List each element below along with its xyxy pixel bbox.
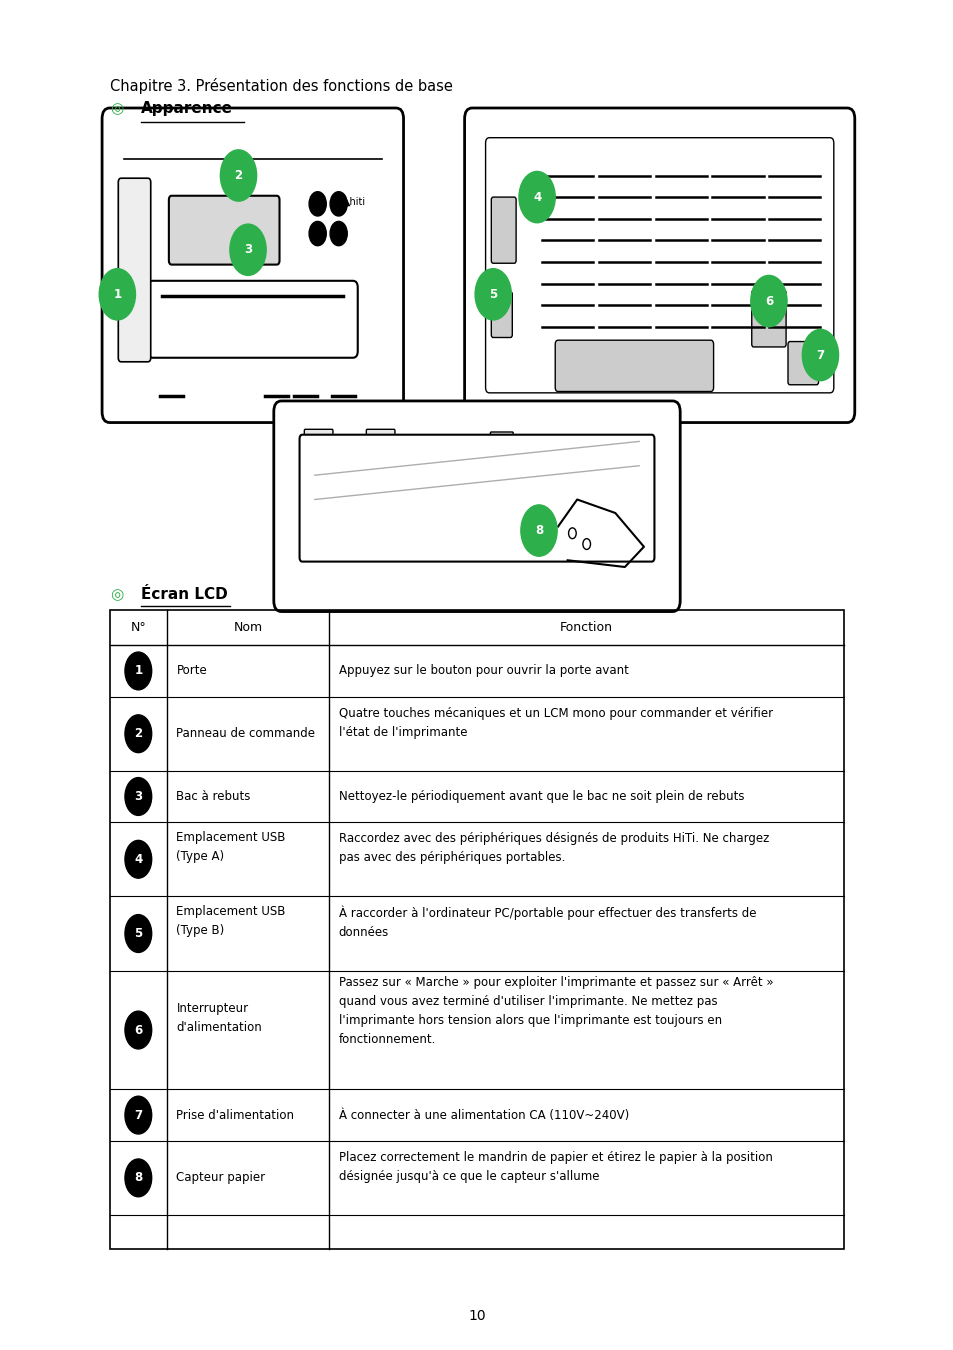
Text: 8: 8 (535, 524, 542, 537)
Circle shape (125, 1011, 152, 1049)
Circle shape (750, 275, 786, 327)
Text: 4: 4 (134, 853, 142, 865)
FancyBboxPatch shape (787, 342, 818, 385)
Text: Panneau de commande: Panneau de commande (176, 728, 315, 740)
Text: 7: 7 (134, 1108, 142, 1122)
Text: 5: 5 (134, 927, 142, 940)
FancyBboxPatch shape (118, 178, 151, 362)
Circle shape (220, 150, 256, 201)
Text: 6: 6 (764, 294, 772, 308)
Text: ▲hiti: ▲hiti (343, 197, 366, 207)
Circle shape (309, 192, 326, 216)
Text: N°: N° (131, 621, 146, 634)
FancyBboxPatch shape (148, 281, 357, 358)
Text: Bac à rebuts: Bac à rebuts (176, 790, 251, 803)
Text: 1: 1 (134, 664, 142, 678)
Text: 1: 1 (113, 288, 121, 301)
FancyBboxPatch shape (485, 138, 833, 393)
Circle shape (125, 840, 152, 878)
Text: Nom: Nom (233, 621, 262, 634)
Text: 3: 3 (244, 243, 252, 256)
Text: 7: 7 (816, 348, 823, 362)
FancyBboxPatch shape (299, 435, 654, 562)
Circle shape (330, 192, 347, 216)
Text: ◎: ◎ (110, 587, 123, 602)
Circle shape (125, 778, 152, 815)
Text: À connecter à une alimentation CA (110V~240V): À connecter à une alimentation CA (110V~… (338, 1108, 628, 1122)
Text: Emplacement USB
(Type B): Emplacement USB (Type B) (176, 906, 286, 937)
Text: Placez correctement le mandrin de papier et étirez le papier à la position
désig: Placez correctement le mandrin de papier… (338, 1152, 772, 1183)
Text: À raccorder à l'ordinateur PC/portable pour effectuer des transferts de
données: À raccorder à l'ordinateur PC/portable p… (338, 906, 756, 940)
Text: Fonction: Fonction (559, 621, 613, 634)
Text: Passez sur « Marche » pour exploiter l'imprimante et passez sur « Arrêt »
quand : Passez sur « Marche » pour exploiter l'i… (338, 976, 773, 1046)
Text: 2: 2 (234, 169, 242, 182)
Text: Appuyez sur le bouton pour ouvrir la porte avant: Appuyez sur le bouton pour ouvrir la por… (338, 664, 628, 678)
Text: Capteur papier: Capteur papier (176, 1172, 265, 1184)
Circle shape (475, 269, 511, 320)
Text: Écran LCD: Écran LCD (141, 587, 228, 602)
FancyBboxPatch shape (464, 108, 854, 423)
Text: 2: 2 (134, 728, 142, 740)
Text: 10: 10 (468, 1310, 485, 1323)
FancyBboxPatch shape (490, 432, 513, 451)
Circle shape (230, 224, 266, 275)
Circle shape (801, 329, 838, 381)
Text: 3: 3 (134, 790, 142, 803)
Circle shape (125, 1158, 152, 1196)
Circle shape (518, 171, 555, 223)
Text: Nettoyez-le périodiquement avant que le bac ne soit plein de rebuts: Nettoyez-le périodiquement avant que le … (338, 790, 743, 803)
FancyBboxPatch shape (102, 108, 403, 423)
Circle shape (125, 1096, 152, 1134)
Text: Emplacement USB
(Type A): Emplacement USB (Type A) (176, 832, 286, 863)
Text: 5: 5 (489, 288, 497, 301)
Text: 8: 8 (134, 1172, 142, 1184)
FancyBboxPatch shape (169, 196, 279, 265)
FancyBboxPatch shape (491, 292, 512, 338)
Text: Chapitre 3. Présentation des fonctions de base: Chapitre 3. Présentation des fonctions d… (110, 78, 452, 94)
FancyBboxPatch shape (366, 429, 395, 451)
Circle shape (125, 652, 152, 690)
Text: Interrupteur
d'alimentation: Interrupteur d'alimentation (176, 1002, 262, 1034)
Text: Raccordez avec des périphériques désignés de produits HiTi. Ne chargez
pas avec : Raccordez avec des périphériques désigné… (338, 833, 768, 864)
Text: Apparence: Apparence (141, 101, 233, 116)
Circle shape (125, 915, 152, 952)
Text: ◎: ◎ (110, 101, 123, 116)
Circle shape (520, 505, 557, 556)
FancyBboxPatch shape (491, 197, 516, 263)
Text: Porte: Porte (176, 664, 207, 678)
Text: 6: 6 (134, 1023, 142, 1037)
Circle shape (309, 221, 326, 246)
Text: Quatre touches mécaniques et un LCM mono pour commander et vérifier
l'état de l': Quatre touches mécaniques et un LCM mono… (338, 707, 772, 738)
Circle shape (99, 269, 135, 320)
FancyBboxPatch shape (555, 340, 713, 391)
Circle shape (330, 221, 347, 246)
FancyBboxPatch shape (274, 401, 679, 612)
FancyBboxPatch shape (304, 429, 333, 451)
Text: Prise d'alimentation: Prise d'alimentation (176, 1108, 294, 1122)
Circle shape (125, 716, 152, 753)
FancyBboxPatch shape (751, 290, 785, 347)
Text: 4: 4 (533, 190, 540, 204)
